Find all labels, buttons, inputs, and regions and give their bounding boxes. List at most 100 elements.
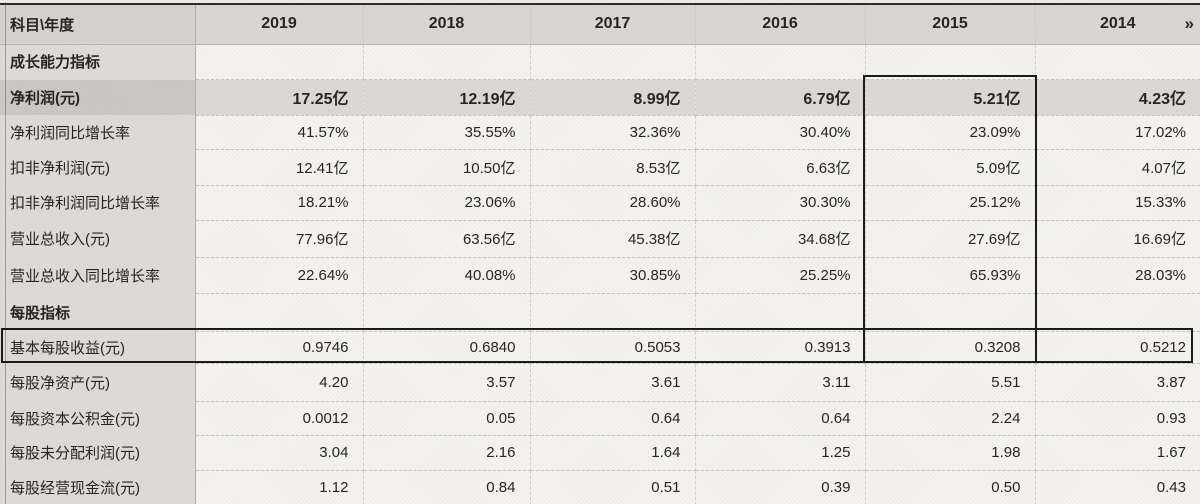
value-cell: 0.93 — [1035, 401, 1200, 436]
metric-label: 每股未分配利润(元) — [0, 435, 196, 471]
value-cell: 0.51 — [530, 470, 696, 504]
value-cell: 5.51 — [865, 363, 1036, 402]
year-header-2014: 2014 » — [1035, 4, 1200, 45]
year-header-2019: 2019 — [195, 4, 364, 45]
value-cell — [363, 44, 531, 80]
value-cell: 6.79亿 — [695, 79, 866, 116]
value-cell: 15.33% — [1035, 185, 1200, 221]
table-row-operating-cashflow-per-share: 每股经营现金流(元) 1.12 0.84 0.51 0.39 0.50 0.43 — [0, 470, 1200, 504]
table-header-row: 科目\年度 2019 2018 2017 2016 2015 2014 » — [0, 4, 1200, 45]
value-cell: 0.5053 — [530, 331, 696, 364]
value-cell: 28.03% — [1035, 257, 1200, 294]
value-cell: 8.53亿 — [530, 149, 696, 186]
year-header-2017: 2017 — [530, 4, 696, 45]
metric-label: 营业总收入同比增长率 — [0, 257, 196, 294]
value-cell: 34.68亿 — [695, 220, 866, 258]
financial-indicators-table: 科目\年度 2019 2018 2017 2016 2015 2014 » 成长… — [0, 3, 1200, 504]
value-cell: 0.6840 — [363, 331, 531, 364]
value-cell: 22.64% — [195, 257, 364, 294]
table-row-capital-reserve-per-share: 每股资本公积金(元) 0.0012 0.05 0.64 0.64 2.24 0.… — [0, 401, 1200, 436]
table-row-deducted-net-profit-yoy: 扣非净利润同比增长率 18.21% 23.06% 28.60% 30.30% 2… — [0, 185, 1200, 221]
table-row-total-revenue-yoy: 营业总收入同比增长率 22.64% 40.08% 30.85% 25.25% 6… — [0, 257, 1200, 294]
value-cell: 40.08% — [363, 257, 531, 294]
value-cell: 17.25亿 — [195, 79, 364, 116]
metric-label: 净利润同比增长率 — [0, 115, 196, 150]
metric-label: 每股资本公积金(元) — [0, 401, 196, 436]
value-cell: 3.61 — [530, 363, 696, 402]
value-cell: 1.12 — [195, 470, 364, 504]
value-cell: 3.87 — [1035, 363, 1200, 402]
value-cell: 1.64 — [530, 435, 696, 471]
value-cell: 63.56亿 — [363, 220, 531, 258]
value-cell: 32.36% — [530, 115, 696, 150]
corner-header: 科目\年度 — [0, 4, 196, 45]
value-cell: 0.64 — [695, 401, 866, 436]
value-cell: 3.11 — [695, 363, 866, 402]
value-cell: 25.25% — [695, 257, 866, 294]
value-cell: 2.16 — [363, 435, 531, 471]
metric-label: 扣非净利润同比增长率 — [0, 185, 196, 221]
section-row-growth: 成长能力指标 — [0, 44, 1200, 80]
value-cell: 6.63亿 — [695, 149, 866, 186]
value-cell: 18.21% — [195, 185, 364, 221]
metric-label: 营业总收入(元) — [0, 220, 196, 258]
value-cell: 30.30% — [695, 185, 866, 221]
table-row-net-profit: 净利润(元) 17.25亿 12.19亿 8.99亿 6.79亿 5.21亿 4… — [0, 79, 1200, 116]
value-cell — [695, 44, 866, 80]
value-cell — [695, 293, 866, 332]
table-row-undistributed-profit-per-share: 每股未分配利润(元) 3.04 2.16 1.64 1.25 1.98 1.67 — [0, 435, 1200, 471]
metric-label: 每股净资产(元) — [0, 363, 196, 402]
value-cell: 41.57% — [195, 115, 364, 150]
value-cell: 0.64 — [530, 401, 696, 436]
value-cell: 0.5212 — [1035, 331, 1200, 364]
metric-label: 扣非净利润(元) — [0, 149, 196, 186]
value-cell: 1.67 — [1035, 435, 1200, 471]
year-header-2018: 2018 — [363, 4, 531, 45]
value-cell — [195, 293, 364, 332]
value-cell: 5.09亿 — [865, 149, 1036, 186]
value-cell: 4.20 — [195, 363, 364, 402]
value-cell — [865, 44, 1036, 80]
value-cell: 23.09% — [865, 115, 1036, 150]
value-cell: 0.3913 — [695, 331, 866, 364]
section-label: 成长能力指标 — [0, 44, 196, 80]
value-cell: 65.93% — [865, 257, 1036, 294]
value-cell — [1035, 293, 1200, 332]
value-cell: 3.57 — [363, 363, 531, 402]
value-cell: 0.05 — [363, 401, 531, 436]
year-header-2016: 2016 — [695, 4, 866, 45]
year-header-2014-label: 2014 — [1099, 15, 1136, 33]
value-cell: 1.25 — [695, 435, 866, 471]
table-row-total-revenue: 营业总收入(元) 77.96亿 63.56亿 45.38亿 34.68亿 27.… — [0, 220, 1200, 258]
value-cell: 0.50 — [865, 470, 1036, 504]
value-cell: 28.60% — [530, 185, 696, 221]
metric-label: 基本每股收益(元) — [0, 331, 196, 364]
value-cell: 23.06% — [363, 185, 531, 221]
value-cell: 5.21亿 — [865, 79, 1036, 116]
value-cell: 8.99亿 — [530, 79, 696, 116]
table-row-net-profit-yoy: 净利润同比增长率 41.57% 35.55% 32.36% 30.40% 23.… — [0, 115, 1200, 150]
value-cell: 30.85% — [530, 257, 696, 294]
value-cell: 0.0012 — [195, 401, 364, 436]
value-cell: 16.69亿 — [1035, 220, 1200, 258]
value-cell: 17.02% — [1035, 115, 1200, 150]
value-cell: 0.9746 — [195, 331, 364, 364]
value-cell: 30.40% — [695, 115, 866, 150]
metric-label: 净利润(元) — [0, 79, 196, 116]
metric-label: 每股经营现金流(元) — [0, 470, 196, 504]
value-cell: 35.55% — [363, 115, 531, 150]
year-header-2015: 2015 — [865, 4, 1036, 45]
value-cell — [530, 293, 696, 332]
value-cell: 12.41亿 — [195, 149, 364, 186]
value-cell: 25.12% — [865, 185, 1036, 221]
value-cell — [195, 44, 364, 80]
value-cell: 0.39 — [695, 470, 866, 504]
more-years-icon[interactable]: » — [1184, 14, 1194, 34]
value-cell — [1035, 44, 1200, 80]
value-cell: 0.43 — [1035, 470, 1200, 504]
value-cell: 45.38亿 — [530, 220, 696, 258]
value-cell: 1.98 — [865, 435, 1036, 471]
value-cell: 3.04 — [195, 435, 364, 471]
table-row-basic-eps: 基本每股收益(元) 0.9746 0.6840 0.5053 0.3913 0.… — [0, 331, 1200, 364]
value-cell: 77.96亿 — [195, 220, 364, 258]
